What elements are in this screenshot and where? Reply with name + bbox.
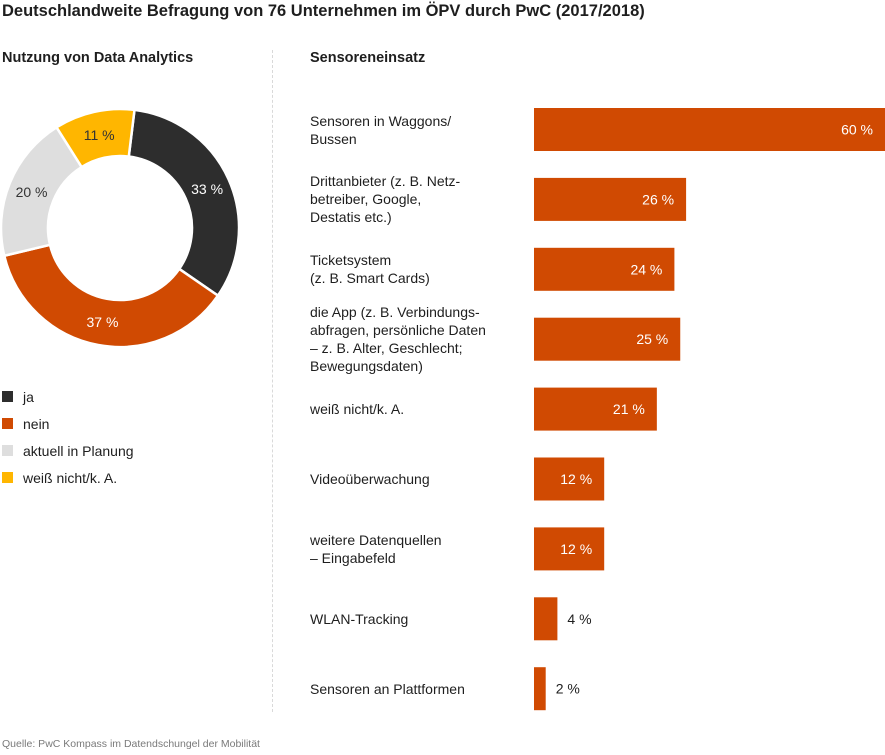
section-divider <box>272 50 273 712</box>
bar-category-label-line: – z. B. Alter, Geschlecht; <box>310 340 463 357</box>
donut-value-label: 33 % <box>191 181 223 197</box>
donut-slice-wei-nicht-k-a <box>54 107 136 169</box>
donut-value-label: 11 % <box>84 127 115 143</box>
bar-value-label: 60 % <box>841 122 873 138</box>
bar-category-label: weitere Datenquellen – Eingabefeld <box>310 531 442 567</box>
bar-category-label-line: Sensoren in Waggons/ <box>310 112 452 129</box>
bar-value-label: 26 % <box>642 191 674 207</box>
bar-category-label: Sensoren in Waggons/Bussen <box>310 112 451 148</box>
bar-value-label: 25 % <box>636 331 668 347</box>
legend-swatch <box>2 391 13 402</box>
bar-category-label: Videoüberwachung <box>310 470 430 488</box>
donut-chart: 33 % 37 % 20 % 11 % <box>0 107 241 349</box>
bar-category-label: die App (z. B. Verbindungs-abfragen, per… <box>310 303 486 375</box>
bar-value-label: 24 % <box>630 261 662 277</box>
bar-category-label-line: betreiber, Google, <box>310 191 422 208</box>
bar-category-label-line: weitere Datenquellen <box>310 531 442 548</box>
bar <box>534 247 675 291</box>
bar-category-label-line: Bewegungsdaten) <box>310 358 423 375</box>
legend-label: weiß nicht/k. A. <box>23 469 118 486</box>
bar-category-label-line: die App (z. B. Verbindungs- <box>310 304 480 321</box>
bar-category-label-line: abfragen, persönliche Daten <box>310 322 486 339</box>
bar <box>534 457 605 501</box>
bar-category-label-line: Destatis etc.) <box>310 209 392 226</box>
donut-value-label: 37 % <box>87 314 119 330</box>
bar-category-label: weiß nicht/k. A. <box>310 400 404 418</box>
bar-category-label-line: WLAN-Tracking <box>310 610 409 627</box>
bar-category-label-line: Drittanbieter (z. B. Netz- <box>310 173 461 190</box>
donut-value-label: 20 % <box>16 184 48 200</box>
bar <box>534 108 885 151</box>
bar-category-label-line: Ticketsystem <box>310 252 392 269</box>
bar <box>534 317 681 361</box>
legend-swatch <box>2 418 13 429</box>
legend-label: aktuell in Planung <box>23 442 134 459</box>
donut-slice-ja <box>127 108 241 298</box>
legend-item: aktuell in Planung <box>2 437 134 464</box>
legend-item: ja <box>2 383 134 410</box>
donut-chart-title: Nutzung von Data Analytics <box>2 50 194 66</box>
bar-category-label: Drittanbieter (z. B. Netz-betreiber, Goo… <box>310 172 460 226</box>
bar-category-label-line: (z. B. Smart Cards) <box>310 270 430 287</box>
bar <box>534 667 546 711</box>
bar <box>534 597 558 641</box>
bar-value-label: 4 % <box>567 611 591 627</box>
donut-legend: ja nein aktuell in Planung weiß nicht/k. A. <box>2 383 134 491</box>
bar-category-label: WLAN-Tracking <box>310 610 408 628</box>
legend-swatch <box>2 445 13 456</box>
donut-slice-nein <box>2 243 220 349</box>
bar-category-label-line: Videoüberwachung <box>310 471 430 487</box>
bar-category-label: Ticketsystem (z. B. Smart Cards) <box>310 251 430 287</box>
legend-label: ja <box>23 388 34 405</box>
legend-swatch <box>2 472 13 483</box>
bar <box>534 527 605 571</box>
bar-category-label-line: Bussen <box>310 130 357 147</box>
bar-category-label-line: – Eingabefeld <box>310 549 396 566</box>
bar-category-label-line: weiß nicht/k. A. <box>310 401 405 418</box>
legend-item: weiß nicht/k. A. <box>2 464 134 491</box>
chart-title: Deutschlandweite Befragung von 76 Untern… <box>2 2 645 20</box>
legend-label: nein <box>23 415 50 432</box>
bar-value-label: 12 % <box>560 471 592 487</box>
bar-value-label: 12 % <box>560 541 592 557</box>
bar-chart-title: Sensoreneinsatz <box>310 50 426 66</box>
legend-item: nein <box>2 410 134 437</box>
bar-category-label: Sensoren an Plattformen <box>310 680 465 698</box>
bar-value-label: 21 % <box>613 401 645 417</box>
bar-category-label-line: Sensoren an Plattformen <box>310 680 465 697</box>
bar-value-label: 2 % <box>556 681 580 697</box>
bar <box>534 387 657 431</box>
bar <box>534 177 687 221</box>
source-note: Quelle: PwC Kompass im Datendschungel de… <box>2 738 260 750</box>
